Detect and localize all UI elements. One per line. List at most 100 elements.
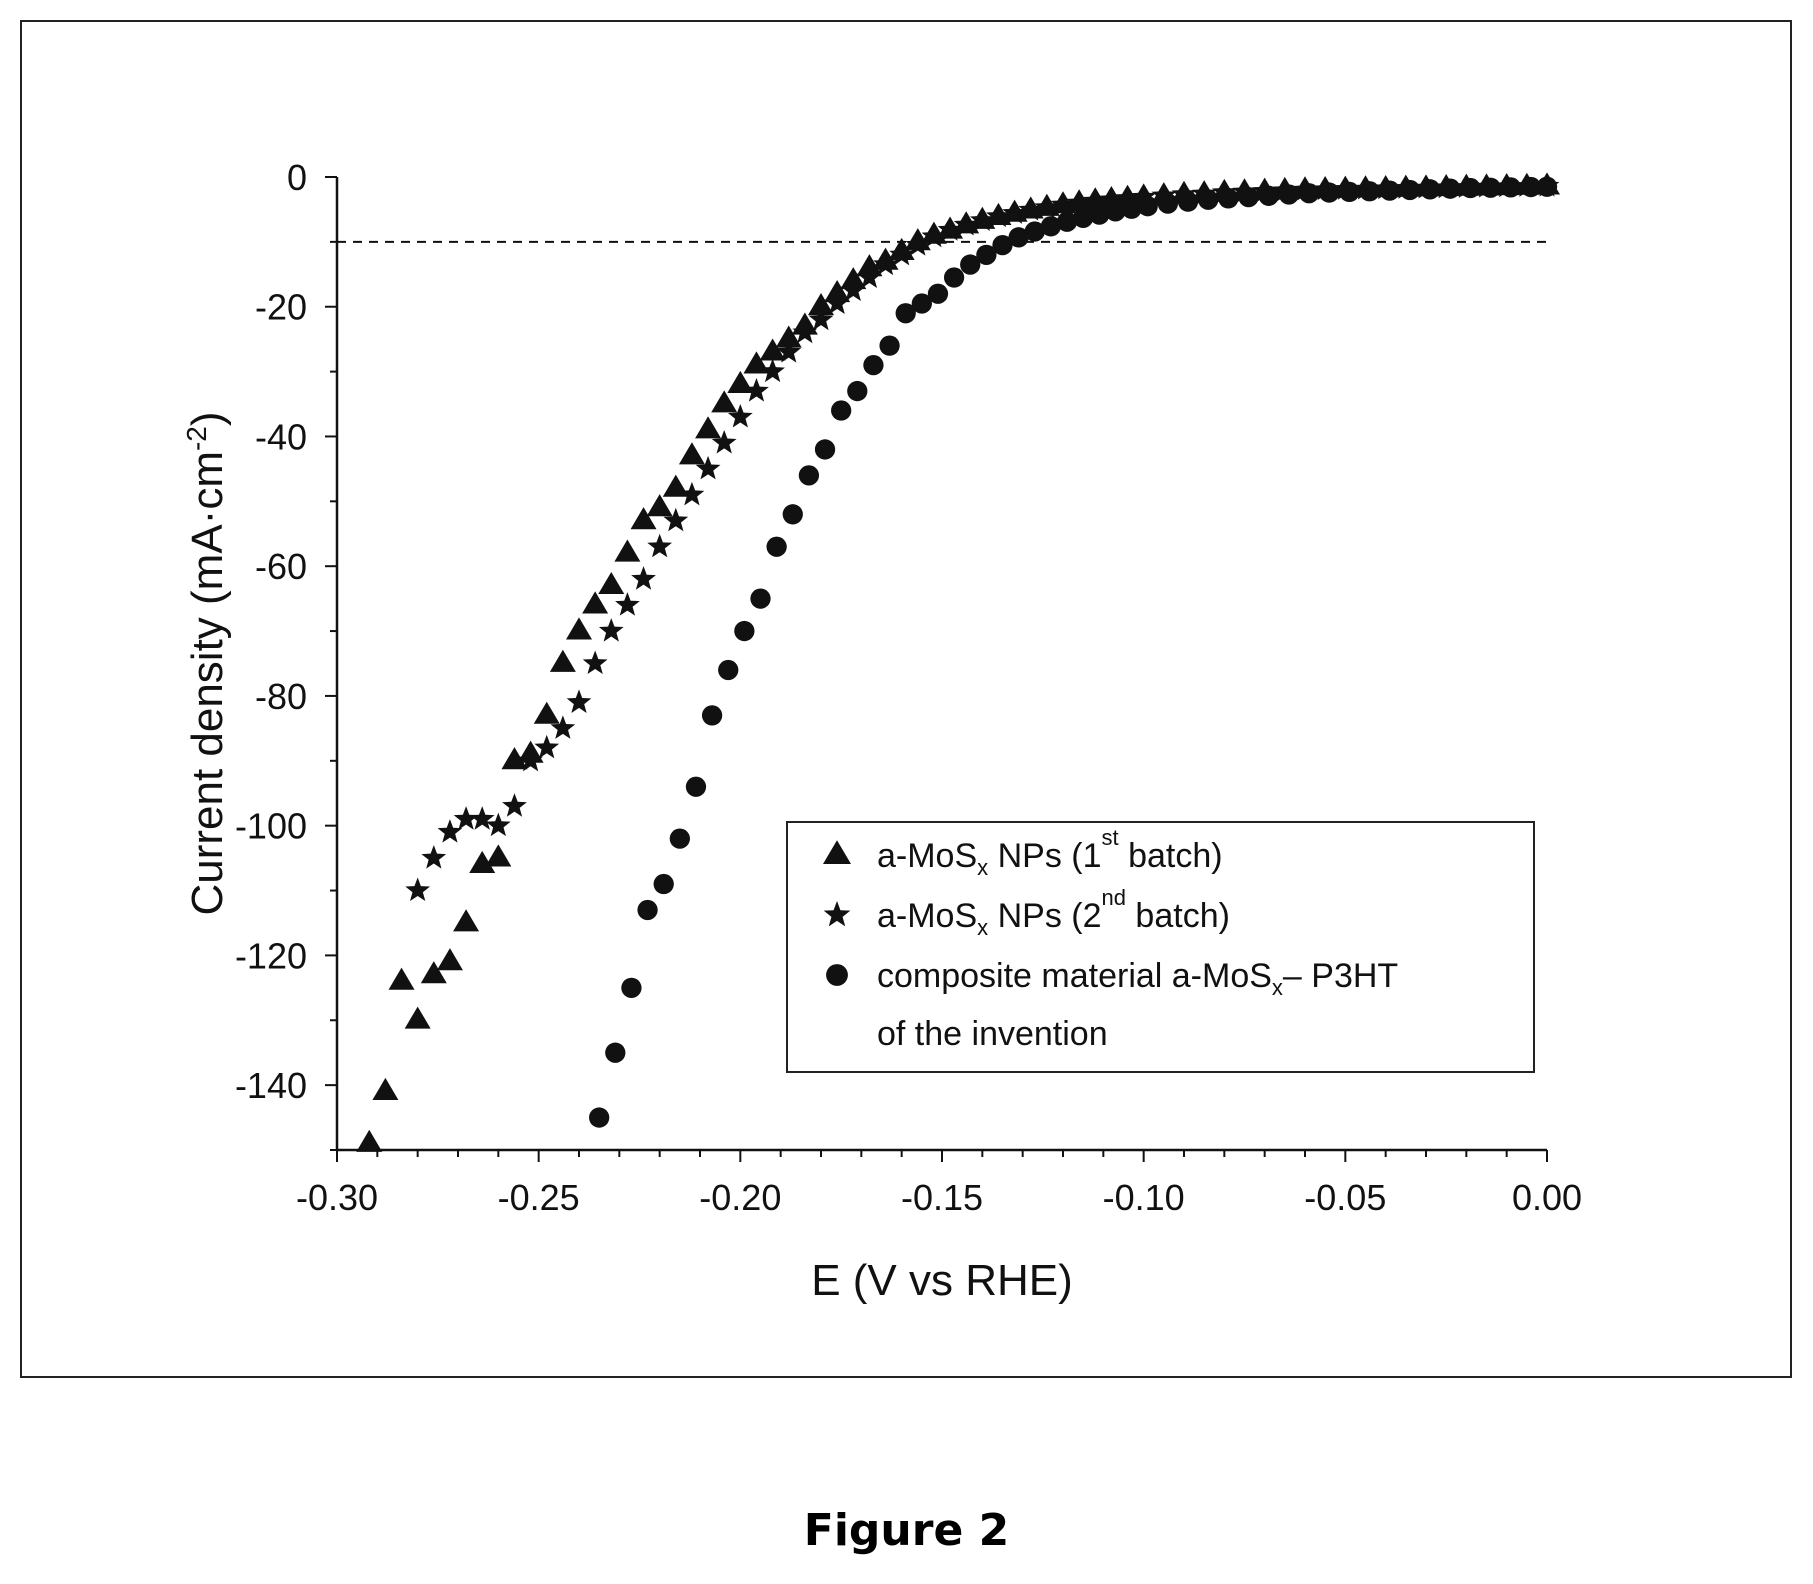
- point-star: [453, 806, 479, 830]
- point-circle: [766, 536, 787, 557]
- x-tick-label: -0.20: [699, 1177, 781, 1218]
- point-circle: [1278, 184, 1300, 205]
- point-triangle: [356, 1129, 383, 1152]
- x-axis-label: E (V vs RHE): [811, 1256, 1073, 1305]
- point-star: [1050, 191, 1076, 216]
- point-circle: [879, 335, 900, 356]
- point-circle: [814, 439, 836, 460]
- point-star: [857, 264, 882, 289]
- y-axis-label-main: Current density (mA·cm: [183, 451, 232, 916]
- x-tick-label: -0.25: [498, 1177, 580, 1218]
- point-triangle: [711, 390, 738, 413]
- point-star: [776, 339, 802, 363]
- point-triangle: [501, 747, 528, 770]
- point-triangle: [566, 617, 592, 640]
- point-star: [1131, 184, 1157, 208]
- point-circle: [1056, 211, 1078, 232]
- point-star: [873, 251, 898, 276]
- point-star: [921, 223, 947, 248]
- point-circle: [1339, 181, 1360, 203]
- point-circle: [992, 234, 1013, 256]
- point-star: [937, 217, 963, 241]
- point-star: [760, 358, 785, 383]
- point-circle: [1520, 176, 1542, 198]
- data-marks: [356, 172, 1560, 1152]
- point-triangle: [678, 442, 705, 465]
- point-star: [647, 533, 673, 558]
- point-circle: [701, 705, 723, 726]
- point-triangle: [630, 507, 657, 530]
- point-circle: [847, 380, 868, 402]
- point-circle: [1480, 177, 1501, 198]
- point-star: [582, 650, 608, 675]
- point-circle: [621, 977, 642, 998]
- point-star: [905, 232, 931, 256]
- legend-text: batch): [1119, 837, 1223, 875]
- point-circle: [1238, 186, 1259, 208]
- legend-text: NPs (1: [988, 837, 1101, 875]
- point-star: [969, 207, 995, 231]
- y-tick-label: -120: [235, 935, 307, 976]
- series-circle: [589, 176, 1558, 1128]
- legend-label-circle: composite material a-MoSx– P3HT: [877, 957, 1398, 1000]
- point-circle: [798, 465, 820, 486]
- point-circle: [911, 293, 932, 314]
- point-star: [469, 806, 495, 830]
- point-triangle: [614, 539, 641, 562]
- point-circle: [831, 400, 852, 421]
- legend-text: – P3HT: [1283, 957, 1398, 995]
- point-circle: [1379, 180, 1400, 201]
- point-circle: [1419, 179, 1441, 200]
- x-tick-label: -0.15: [901, 1177, 983, 1218]
- point-star: [808, 306, 834, 331]
- point-star: [598, 618, 624, 642]
- point-star: [1115, 185, 1140, 209]
- axes: -0.30 -0.25 -0.20 -0.15 -0.10 -0.05 0.00 0 -20 -4…: [235, 157, 1582, 1218]
- point-circle: [1073, 207, 1094, 229]
- figure-caption: Figure 2: [803, 1505, 1010, 1556]
- point-star: [534, 734, 560, 759]
- point-star: [695, 455, 721, 480]
- point-star: [953, 212, 979, 236]
- legend-marker-triangle: [823, 840, 851, 865]
- y-tick-label: -140: [235, 1065, 307, 1106]
- point-triangle: [695, 416, 722, 439]
- point-circle: [976, 244, 997, 265]
- x-tick-label: -0.05: [1304, 1177, 1386, 1218]
- point-triangle: [549, 649, 576, 672]
- point-star: [663, 507, 689, 532]
- point-circle: [1177, 191, 1199, 212]
- legend-marker-star: [823, 901, 851, 927]
- point-circle: [895, 303, 916, 324]
- point-triangle: [582, 591, 609, 614]
- legend-subscript: x: [977, 915, 988, 940]
- point-star: [679, 481, 705, 506]
- point-circle: [1198, 189, 1219, 210]
- point-triangle: [372, 1077, 399, 1101]
- x-tick-label: -0.30: [296, 1177, 378, 1218]
- point-circle: [1500, 177, 1521, 198]
- point-circle: [1298, 183, 1320, 204]
- point-circle: [1121, 198, 1142, 219]
- legend-subscript: x: [977, 855, 988, 880]
- point-circle: [1218, 188, 1239, 209]
- point-star: [550, 715, 576, 739]
- point-circle: [653, 873, 674, 895]
- legend-text: composite material a-MoS: [877, 957, 1272, 995]
- point-circle: [1399, 179, 1421, 201]
- x-tick-label: 0.00: [1512, 1177, 1582, 1218]
- point-circle: [1089, 204, 1110, 225]
- point-triangle: [759, 338, 786, 361]
- point-triangle: [598, 571, 625, 595]
- legend-label-triangle: a-MoSx NPs (1st batch): [877, 825, 1223, 880]
- point-circle: [1040, 216, 1062, 237]
- point-star: [437, 819, 463, 843]
- point-circle: [1536, 176, 1558, 197]
- legend-label-star: a-MoSx NPs (2nd batch): [877, 885, 1230, 940]
- point-circle: [863, 354, 884, 376]
- point-circle: [685, 776, 707, 797]
- point-star: [792, 319, 818, 344]
- point-star: [824, 290, 850, 315]
- point-star: [421, 845, 447, 869]
- point-circle: [589, 1107, 610, 1128]
